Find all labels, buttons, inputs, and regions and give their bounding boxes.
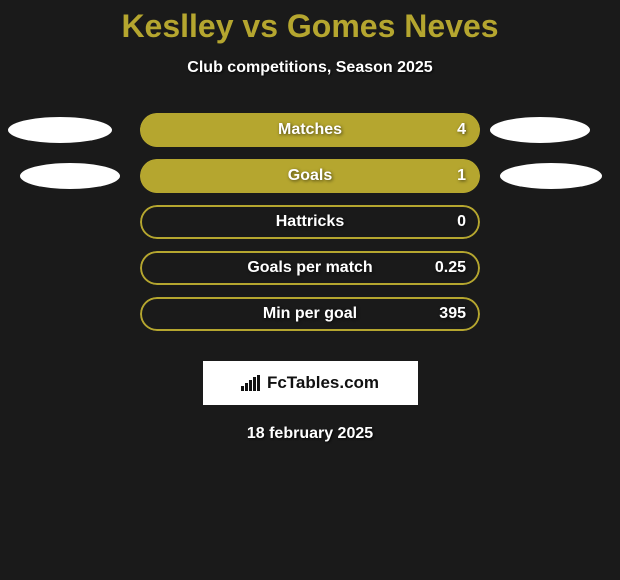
page-title: Keslley vs Gomes Neves bbox=[121, 8, 498, 45]
stat-row: Goals1 bbox=[0, 159, 620, 193]
stat-row: Min per goal395 bbox=[0, 297, 620, 331]
comparison-widget: Keslley vs Gomes Neves Club competitions… bbox=[0, 0, 620, 443]
stat-value: 0.25 bbox=[435, 259, 466, 277]
stat-bar: Matches4 bbox=[140, 113, 480, 147]
chart-icon bbox=[241, 375, 261, 391]
stat-label: Min per goal bbox=[140, 305, 480, 323]
stat-bar: Goals per match0.25 bbox=[140, 251, 480, 285]
player-ellipse-left bbox=[20, 163, 120, 189]
stat-label: Goals per match bbox=[140, 259, 480, 277]
brand-box[interactable]: FcTables.com bbox=[203, 361, 418, 405]
stat-value: 4 bbox=[457, 121, 466, 139]
brand-label: FcTables.com bbox=[267, 373, 379, 393]
player-ellipse-left bbox=[8, 117, 112, 143]
stat-value: 0 bbox=[457, 213, 466, 231]
stats-area: Matches4Goals1Hattricks0Goals per match0… bbox=[0, 113, 620, 343]
stat-value: 395 bbox=[439, 305, 466, 323]
subtitle: Club competitions, Season 2025 bbox=[187, 59, 432, 77]
player-ellipse-right bbox=[500, 163, 602, 189]
stat-row: Matches4 bbox=[0, 113, 620, 147]
stat-bar: Hattricks0 bbox=[140, 205, 480, 239]
stat-label: Goals bbox=[140, 167, 480, 185]
stat-row: Goals per match0.25 bbox=[0, 251, 620, 285]
stat-bar: Goals1 bbox=[140, 159, 480, 193]
stat-value: 1 bbox=[457, 167, 466, 185]
stat-bar: Min per goal395 bbox=[140, 297, 480, 331]
stat-label: Matches bbox=[140, 121, 480, 139]
date-label: 18 february 2025 bbox=[247, 425, 373, 443]
stat-label: Hattricks bbox=[140, 213, 480, 231]
player-ellipse-right bbox=[490, 117, 590, 143]
stat-row: Hattricks0 bbox=[0, 205, 620, 239]
